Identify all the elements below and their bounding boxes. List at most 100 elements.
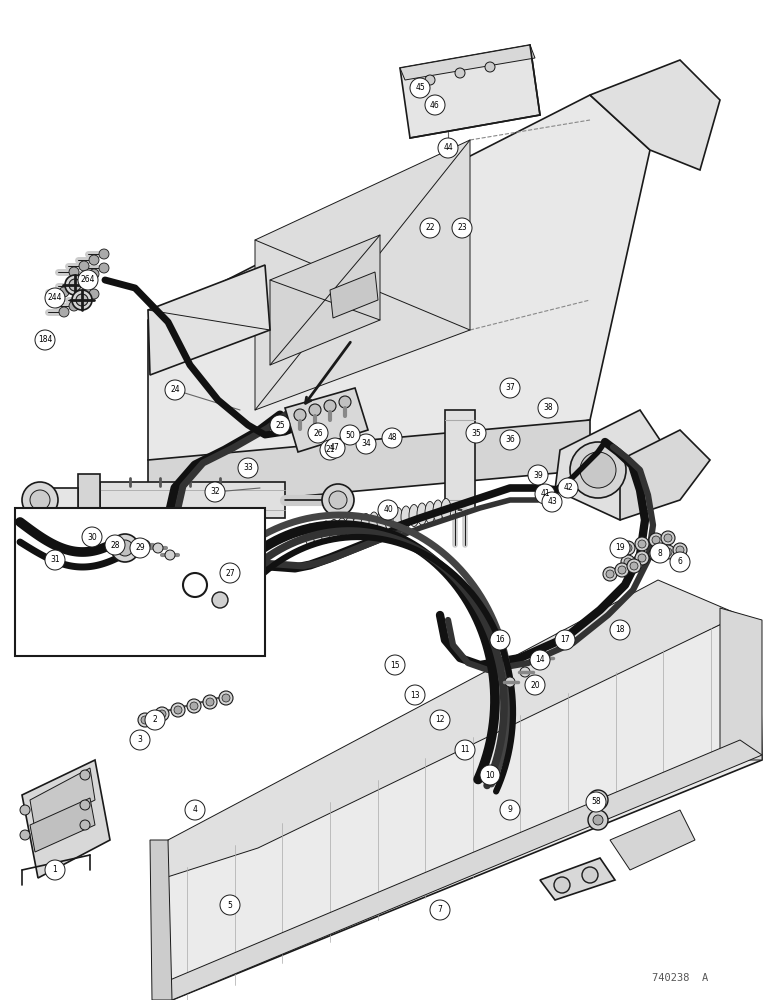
Ellipse shape: [433, 500, 443, 522]
Circle shape: [630, 562, 638, 570]
Polygon shape: [620, 430, 710, 520]
Polygon shape: [155, 615, 762, 1000]
Circle shape: [222, 694, 230, 702]
Polygon shape: [555, 410, 680, 520]
Text: 27: 27: [225, 568, 235, 578]
Text: 39: 39: [533, 471, 543, 480]
Circle shape: [220, 563, 240, 583]
Circle shape: [145, 710, 165, 730]
Polygon shape: [158, 580, 740, 880]
Circle shape: [45, 550, 65, 570]
Polygon shape: [540, 858, 615, 900]
Polygon shape: [148, 95, 650, 490]
Circle shape: [580, 452, 616, 488]
Ellipse shape: [393, 508, 403, 530]
Text: 34: 34: [361, 440, 371, 448]
Text: 45: 45: [415, 84, 425, 93]
Circle shape: [382, 428, 402, 448]
Ellipse shape: [313, 522, 323, 544]
Circle shape: [664, 548, 672, 556]
Circle shape: [69, 267, 79, 277]
Circle shape: [76, 294, 88, 306]
Polygon shape: [148, 265, 270, 375]
Text: 1: 1: [52, 865, 57, 874]
Circle shape: [80, 820, 90, 830]
Circle shape: [59, 307, 69, 317]
Ellipse shape: [409, 504, 419, 526]
Ellipse shape: [361, 514, 371, 536]
Ellipse shape: [329, 520, 339, 542]
Text: 24: 24: [170, 385, 180, 394]
Text: 16: 16: [495, 636, 505, 645]
Circle shape: [171, 703, 185, 717]
Circle shape: [308, 423, 328, 443]
Circle shape: [530, 650, 550, 670]
Circle shape: [59, 287, 69, 297]
Circle shape: [20, 830, 30, 840]
Circle shape: [205, 482, 225, 502]
Circle shape: [356, 434, 376, 454]
Polygon shape: [610, 810, 695, 870]
Text: 28: 28: [110, 540, 120, 550]
Circle shape: [185, 800, 205, 820]
Text: 13: 13: [410, 690, 420, 700]
Circle shape: [45, 288, 65, 308]
Polygon shape: [270, 235, 380, 365]
Polygon shape: [150, 840, 172, 1000]
Text: 18: 18: [615, 626, 625, 635]
Circle shape: [117, 540, 133, 556]
Text: 12: 12: [435, 716, 445, 724]
Circle shape: [339, 396, 351, 408]
Circle shape: [324, 400, 336, 412]
Circle shape: [528, 465, 548, 485]
Text: 32: 32: [210, 488, 220, 496]
Circle shape: [99, 249, 109, 259]
Circle shape: [635, 537, 649, 551]
Text: 37: 37: [505, 383, 515, 392]
Circle shape: [325, 438, 345, 458]
Circle shape: [650, 543, 670, 563]
Circle shape: [378, 500, 398, 520]
Circle shape: [22, 482, 58, 518]
Polygon shape: [30, 798, 95, 852]
Circle shape: [588, 790, 608, 810]
Circle shape: [89, 269, 99, 279]
Ellipse shape: [377, 510, 387, 532]
Circle shape: [219, 691, 233, 705]
Ellipse shape: [417, 503, 427, 525]
Circle shape: [320, 440, 340, 460]
Polygon shape: [255, 140, 470, 410]
Ellipse shape: [425, 502, 435, 524]
Polygon shape: [590, 60, 720, 170]
Text: 23: 23: [457, 224, 467, 232]
Circle shape: [329, 491, 347, 509]
Circle shape: [490, 630, 510, 650]
Circle shape: [89, 255, 99, 265]
Circle shape: [664, 534, 672, 542]
Circle shape: [661, 531, 675, 545]
Circle shape: [555, 630, 575, 650]
Text: 15: 15: [390, 660, 400, 670]
Circle shape: [485, 62, 495, 72]
Circle shape: [174, 706, 182, 714]
Circle shape: [158, 710, 166, 718]
Circle shape: [606, 570, 614, 578]
Text: 184: 184: [38, 336, 52, 344]
Text: 17: 17: [560, 636, 570, 645]
Circle shape: [652, 550, 660, 558]
Circle shape: [535, 484, 555, 504]
Polygon shape: [100, 482, 285, 518]
Text: 42: 42: [564, 484, 573, 492]
Circle shape: [500, 378, 520, 398]
Circle shape: [79, 275, 89, 285]
Circle shape: [165, 380, 185, 400]
Circle shape: [425, 75, 435, 85]
Ellipse shape: [353, 515, 363, 537]
Text: 26: 26: [313, 428, 323, 438]
Circle shape: [130, 538, 150, 558]
Text: 11: 11: [460, 746, 469, 754]
Circle shape: [635, 551, 649, 565]
Polygon shape: [22, 760, 110, 878]
Circle shape: [153, 543, 163, 553]
Text: 264: 264: [81, 275, 95, 284]
